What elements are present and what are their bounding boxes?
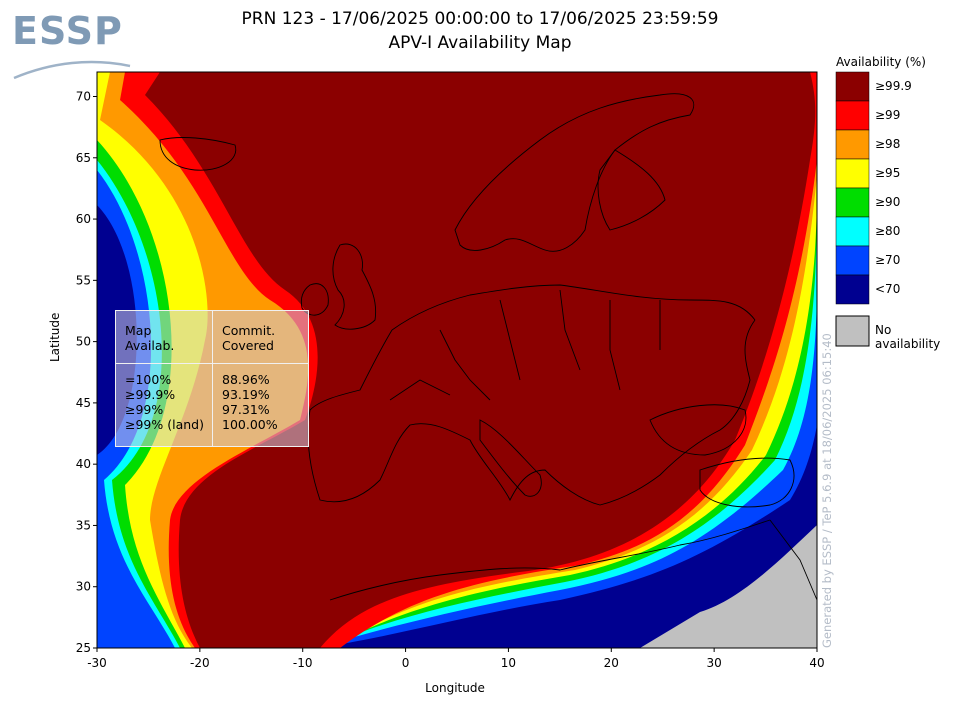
logo-swoosh [13,60,131,80]
legend-label: ≥98 [875,137,901,151]
legend-label: ≥80 [875,224,901,238]
x-tick-label: 0 [402,656,410,670]
stats-header-col2: Commit. Covered [222,323,275,353]
stats-header-col1-line2: Availab. [125,338,175,353]
essp-logo: ESSP [12,9,132,80]
legend-swatch [835,71,870,102]
no-availability-swatch [835,315,870,347]
stats-covered-value: 100.00% [222,417,278,432]
legend-swatch [835,274,870,305]
availability-field [97,72,817,648]
y-tick-label: 60 [76,212,91,226]
stats-covered-value: 88.96% [222,372,270,387]
legend-swatch [835,129,870,160]
legend-label: ≥95 [875,166,901,180]
legend-label: ≥99 [875,108,901,122]
map-subtitle: APV-I Availability Map [388,33,572,53]
y-tick-label: 35 [76,518,91,532]
stats-covered-value: 93.19% [222,387,270,402]
stats-header-col2-line2: Covered [222,338,274,353]
y-tick-label: 30 [76,580,91,594]
legend-no-availability-label: No availability [875,323,941,351]
stats-col-divider [116,311,213,446]
y-tick-label: 65 [76,151,91,165]
stats-level: ≥99% (land) [125,417,204,432]
y-axis-ticks: 70 65 60 55 50 45 40 35 30 25 [76,90,97,655]
band-99-9 [145,72,816,648]
x-axis-ticks: -30 -20 -10 0 10 20 30 40 [87,648,825,670]
x-tick-label: 20 [604,656,619,670]
legend-label: <70 [875,282,901,296]
legend-label: ≥99.9 [875,79,912,93]
x-tick-label: 40 [809,656,824,670]
x-tick-label: -10 [293,656,313,670]
stats-header-col1: Map Availab. [125,323,174,353]
stats-levels: =100% ≥99.9% ≥99% ≥99% (land) [125,372,204,432]
legend-color-scale [835,71,870,305]
stats-header-col2-line1: Commit. [222,323,276,338]
y-tick-label: 70 [76,90,91,104]
y-tick-label: 40 [76,457,91,471]
stats-level: ≥99.9% [125,387,176,402]
y-tick-label: 50 [76,335,91,349]
coastlines [159,93,817,601]
legend-swatch [835,245,870,276]
legend-label: ≥70 [875,253,901,267]
x-tick-label: -30 [87,656,107,670]
plot-frame [96,71,818,649]
x-axis-label: Longitude [425,681,485,695]
legend-swatch [835,187,870,218]
stats-level: =100% [125,372,172,387]
logo-text: ESSP [12,9,123,53]
stats-header-col1-line1: Map [125,323,152,338]
legend-label: ≥90 [875,195,901,209]
x-tick-label: -20 [190,656,210,670]
x-tick-label: 30 [707,656,722,670]
y-tick-label: 55 [76,273,91,287]
x-tick-label: 10 [501,656,516,670]
stats-covered: 88.96% 93.19% 97.31% 100.00% [222,372,278,432]
y-axis-label: Latitude [48,312,62,362]
y-tick-label: 45 [76,396,91,410]
generated-by-text: Generated by ESSP / TeP 5.6.9 at 18/06/2… [820,333,834,648]
stats-covered-value: 97.31% [222,402,270,417]
legend-swatch [835,100,870,131]
stats-level: ≥99% [125,402,164,417]
y-tick-label: 25 [76,641,91,655]
map-title: PRN 123 - 17/06/2025 00:00:00 to 17/06/2… [241,9,719,29]
legend-swatch [835,216,870,247]
legend-swatch [835,158,870,189]
coverage-stats-box: Map Availab. Commit. Covered =100% ≥99.9… [115,310,309,447]
no-availability-region [640,525,817,648]
legend-title: Availability (%) [836,55,926,69]
